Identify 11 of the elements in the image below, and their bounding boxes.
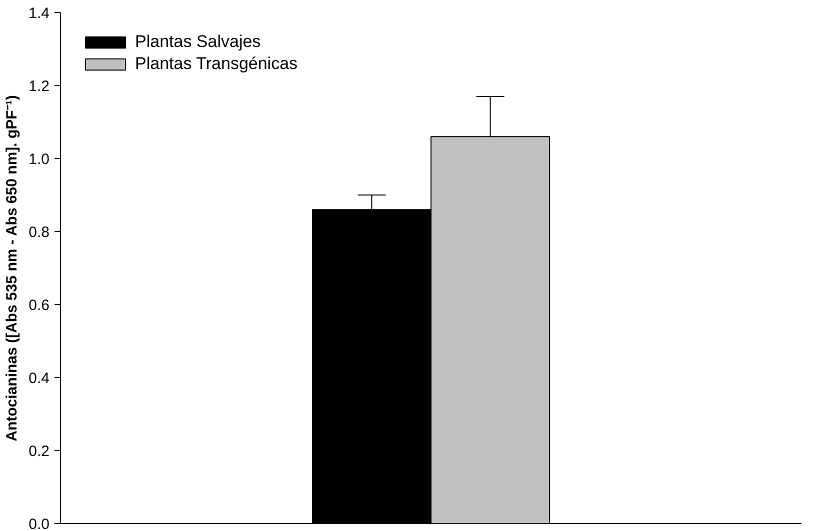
y-tick-label: 0.4: [28, 370, 50, 387]
legend-label: Plantas Salvajes: [135, 32, 261, 52]
y-tick-label: 0.2: [28, 443, 50, 460]
y-tick-label: 0.6: [28, 297, 50, 314]
y-tick-label: 1.0: [28, 151, 50, 168]
y-tick-label: 0.8: [28, 224, 50, 241]
legend-label: Plantas Transgénicas: [135, 54, 298, 74]
y-axis-title: Antocianinas ([Abs 535 nm - Abs 650 nm]. gPF⁻¹): [4, 95, 21, 442]
y-tick-label: 1.2: [28, 78, 50, 95]
y-tick-label: 0.0: [28, 516, 50, 531]
y-tick-label: 1.4: [28, 5, 50, 22]
